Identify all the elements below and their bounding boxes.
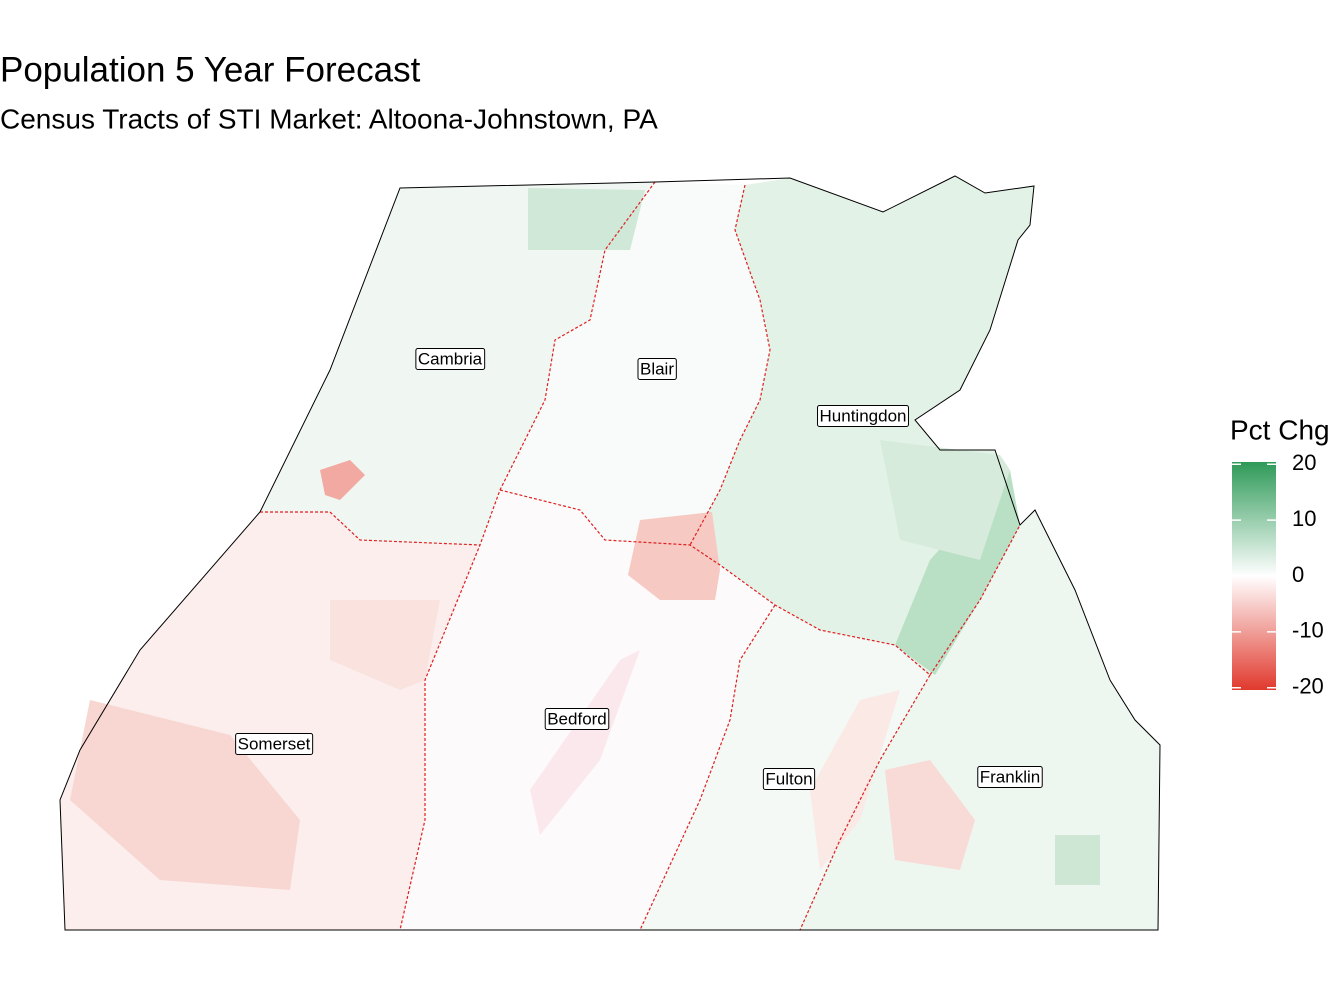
county-label: Cambria xyxy=(418,349,483,368)
county-border xyxy=(399,181,656,931)
county-border xyxy=(689,184,771,546)
county-border xyxy=(260,511,481,546)
county-label-box xyxy=(415,347,486,370)
market-outline xyxy=(59,175,1161,931)
county-label-box xyxy=(637,357,677,380)
county-label: Fulton xyxy=(765,769,812,788)
tract xyxy=(1055,835,1100,885)
county-label: Somerset xyxy=(238,734,311,753)
county-label: Blair xyxy=(640,359,674,378)
blair-area xyxy=(500,182,770,545)
tract xyxy=(70,700,300,890)
tract xyxy=(810,690,900,870)
colorbar-tick-label: 0 xyxy=(1292,562,1304,587)
county-label: Huntingdon xyxy=(820,406,907,425)
tract xyxy=(530,650,640,835)
tract xyxy=(628,512,720,600)
tract xyxy=(880,440,1010,560)
county-label: Bedford xyxy=(547,709,607,728)
county-label-box xyxy=(977,765,1043,788)
title: Population 5 Year Forecast xyxy=(0,50,421,89)
legend-title: Pct Chg xyxy=(1230,414,1330,445)
tract xyxy=(330,600,440,690)
map xyxy=(59,175,1161,931)
colorbar-tick-label: 20 xyxy=(1292,450,1316,475)
tract xyxy=(885,760,975,870)
fulton-area xyxy=(640,605,930,930)
county-border xyxy=(799,674,931,931)
franklin-area xyxy=(800,510,1160,930)
colorbar-tick-label: -10 xyxy=(1292,618,1324,643)
county-label: Franklin xyxy=(980,767,1040,786)
colorbar-tick-label: 10 xyxy=(1292,506,1316,531)
county-label-box xyxy=(817,404,909,427)
county-label-box xyxy=(544,707,610,730)
county-label-box xyxy=(762,767,816,790)
subtitle: Census Tracts of STI Market: Altoona-Joh… xyxy=(0,103,658,134)
county-border xyxy=(639,604,776,931)
colorbar-tick-label: -20 xyxy=(1292,674,1324,699)
county-label-box xyxy=(235,732,314,755)
tract xyxy=(320,460,365,500)
